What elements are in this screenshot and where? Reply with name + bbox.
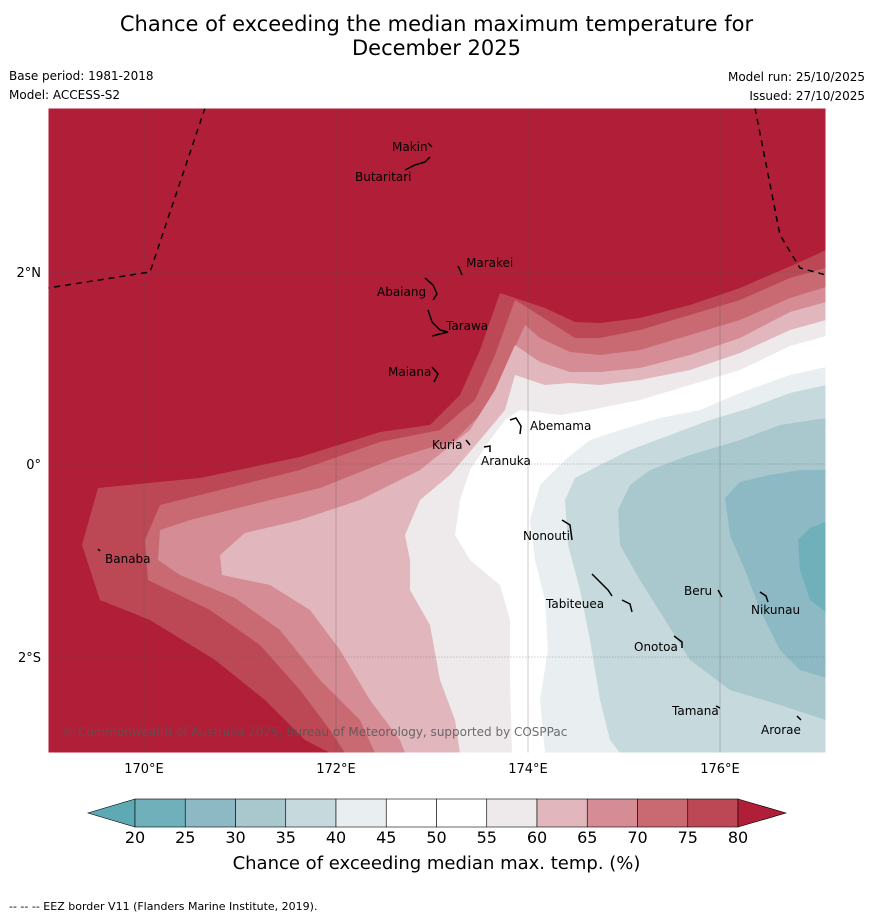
island-banaba-shape — [97, 548, 101, 552]
colorbar-label: Chance of exceeding median max. temp. (%… — [232, 853, 641, 874]
colorbar-swatch — [687, 798, 739, 828]
axis-labels: 2°N 0° 2°S 170°E 172°E 174°E 176°E — [17, 266, 740, 777]
colorbar-swatch — [285, 798, 337, 828]
colorbar-tick-label: 70 — [627, 828, 648, 847]
colorbar-tick-label: 20 — [124, 828, 146, 847]
colorbar-swatch — [486, 798, 538, 828]
island-beru-shape — [717, 589, 723, 598]
label-nikunau: Nikunau — [751, 603, 800, 617]
label-kuria: Kuria — [432, 438, 463, 452]
label-marakei: Marakei — [466, 256, 513, 270]
lat-label-0: 0° — [26, 458, 41, 473]
temperature-contours: Makin Butaritari Marakei Abaiang Tarawa … — [48, 108, 826, 753]
model-name: Model: ACCESS-S2 — [9, 88, 121, 102]
label-nonouti: Nonouti — [523, 529, 570, 543]
colorbar-arrow-low — [86, 798, 136, 828]
island-arorae-shape — [796, 715, 802, 721]
map-title-line1: Chance of exceeding the median maximum t… — [119, 12, 754, 36]
island-maiana-shape — [431, 366, 439, 383]
colorbar-arrow-high — [737, 798, 788, 828]
colorbar-tick-label: 65 — [577, 828, 598, 847]
contour-30 — [725, 470, 826, 678]
eez-border — [48, 108, 826, 289]
map-frame — [47, 107, 827, 754]
label-makin: Makin — [392, 140, 428, 154]
colorbar-tick-label: 60 — [526, 828, 548, 847]
island-abemama-shape — [509, 417, 522, 435]
lat-label-2n: 2°N — [17, 266, 42, 281]
copyright-watermark: © Commonwealth of Australia 2025, Bureau… — [62, 725, 567, 739]
label-abaiang: Abaiang — [377, 285, 426, 299]
colorbar-tick-label: 75 — [677, 828, 698, 847]
island-nonouti-shape — [561, 519, 573, 541]
island-abaiang-shape — [424, 277, 438, 301]
colorbar-tick-label: 80 — [727, 828, 749, 847]
island-aranuka-shape — [483, 445, 491, 452]
island-tarawa-shape — [427, 309, 449, 337]
colorbar-swatch — [134, 798, 186, 828]
colorbar-tick-label: 45 — [376, 828, 397, 847]
island-tabiteuea-south-shape — [621, 599, 633, 613]
colorbar-tick-label: 55 — [476, 828, 497, 847]
lat-label-2s: 2°S — [18, 651, 41, 666]
colorbar-tick-label: 25 — [175, 828, 196, 847]
island-tamana-shape — [715, 705, 721, 709]
lon-label-176e: 176°E — [700, 762, 740, 777]
lon-label-170e: 170°E — [124, 762, 164, 777]
island-nikunau-shape — [759, 591, 769, 603]
colorbar-tick-label: 30 — [225, 828, 246, 847]
colorbar-tick-label: 50 — [426, 828, 447, 847]
island-onotoa-shape — [673, 635, 683, 648]
model-run-date: Model run: 25/10/2025 — [727, 70, 865, 84]
colorbar-swatch — [637, 798, 689, 828]
base-period: Base period: 1981-2018 — [9, 69, 154, 83]
label-aranuka: Aranuka — [481, 454, 531, 468]
graticule — [48, 108, 826, 753]
lon-label-174e: 174°E — [508, 762, 548, 777]
map-title-line2: December 2025 — [351, 36, 521, 60]
issued-date: Issued: 27/10/2025 — [749, 89, 865, 103]
colorbar-swatch — [235, 798, 287, 828]
colorbar-swatch — [536, 798, 588, 828]
lon-label-172e: 172°E — [316, 762, 356, 777]
label-tabiteuea: Tabiteuea — [545, 597, 604, 611]
island-makin-shape — [427, 142, 433, 148]
colorbar — [86, 798, 788, 828]
colorbar-swatch — [335, 798, 387, 828]
island-marakei-shape — [457, 265, 463, 276]
label-abemama: Abemama — [530, 419, 591, 433]
label-maiana: Maiana — [388, 365, 431, 379]
colorbar-tick-label: 40 — [325, 828, 347, 847]
label-tarawa: Tarawa — [445, 319, 488, 333]
label-tamana: Tamana — [671, 704, 719, 718]
colorbar-swatch — [385, 798, 437, 828]
label-onotoa: Onotoa — [634, 640, 678, 654]
colorbar-swatch — [586, 798, 638, 828]
island-kuria-shape — [465, 439, 471, 446]
place-labels: Makin Butaritari Marakei Abaiang Tarawa … — [105, 140, 801, 737]
label-arorae: Arorae — [761, 723, 801, 737]
label-beru: Beru — [684, 584, 712, 598]
island-tabiteuea-shape — [591, 573, 613, 597]
label-banaba: Banaba — [105, 552, 151, 566]
colorbar-swatch — [184, 798, 236, 828]
island-butaritari-shape — [404, 156, 431, 171]
island-outlines — [97, 142, 802, 721]
colorbar-tick-label: 35 — [275, 828, 296, 847]
eez-footnote: -- -- -- EEZ border V11 (Flanders Marine… — [9, 900, 318, 913]
contour-25 — [798, 522, 826, 612]
map-title: Chance of exceeding the median maximum t… — [0, 12, 873, 60]
colorbar-swatch — [436, 798, 488, 828]
label-butaritari: Butaritari — [355, 170, 412, 184]
